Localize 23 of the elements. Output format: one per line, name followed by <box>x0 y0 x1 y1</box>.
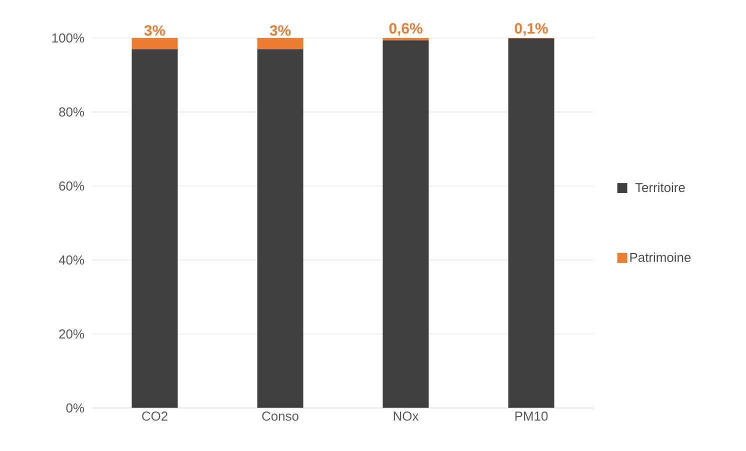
bar <box>257 38 304 50</box>
data-label: 3% <box>144 25 166 36</box>
data-label: 3% <box>270 25 291 36</box>
bar <box>508 38 554 408</box>
data-label: 0,1% <box>514 23 548 36</box>
legend-label: Territoire <box>635 182 685 192</box>
bar <box>132 49 178 408</box>
bar <box>382 40 429 408</box>
bar <box>132 38 178 50</box>
x-tick-label: PM10 <box>515 412 548 421</box>
y-tick-label: 0% <box>66 403 84 413</box>
y-tick-label: 60% <box>59 181 84 191</box>
bar <box>382 38 429 40</box>
y-tick-label: 40% <box>58 255 84 265</box>
y-tick-label: 20% <box>59 329 84 339</box>
legend-label: Patrimoine <box>630 252 691 262</box>
y-tick-label: 80% <box>59 107 84 117</box>
y-tick-label: 100% <box>52 33 84 43</box>
x-tick-label: Conso <box>262 412 298 421</box>
bar <box>257 49 304 408</box>
x-tick-label: CO2 <box>142 412 168 421</box>
x-tick-label: NOx <box>394 412 419 421</box>
data-label: 0,6% <box>389 23 422 36</box>
